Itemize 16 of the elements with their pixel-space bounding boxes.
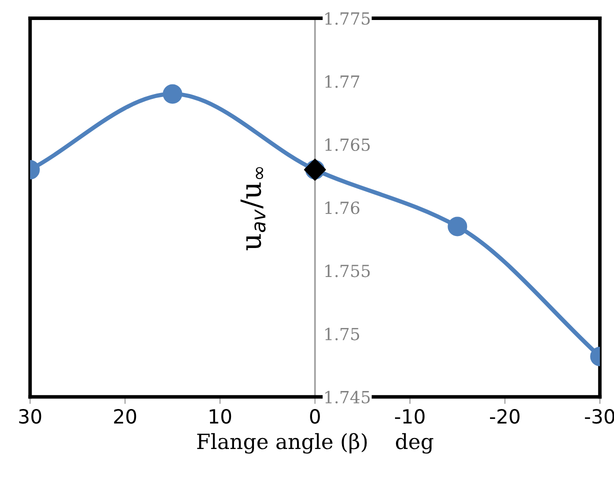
y-tick-label: 1.755 (325, 264, 370, 278)
x-tick-label: -20 (490, 409, 520, 424)
y-tick-label: 1.76 (325, 202, 360, 214)
y-tick-label: 1.765 (325, 138, 370, 152)
x-tick-label: 0 (310, 409, 320, 424)
x-tick-label: -30 (584, 409, 614, 424)
y-axis-title: u$_{av}$/u$_{∞}$ (240, 167, 266, 250)
x-tick-label: 10 (210, 409, 232, 424)
x-tick-label: 20 (114, 409, 136, 424)
y-tick-label: 1.745 (325, 390, 370, 404)
x-tick-label: -10 (395, 409, 425, 424)
y-tick-label: 1.77 (325, 75, 360, 88)
x-tick-label: 30 (19, 409, 42, 424)
x-axis-title: Flange angle (β) deg (197, 433, 434, 454)
y-tick-label: 1.75 (325, 328, 360, 340)
y-tick-label: 1.775 (325, 12, 370, 25)
